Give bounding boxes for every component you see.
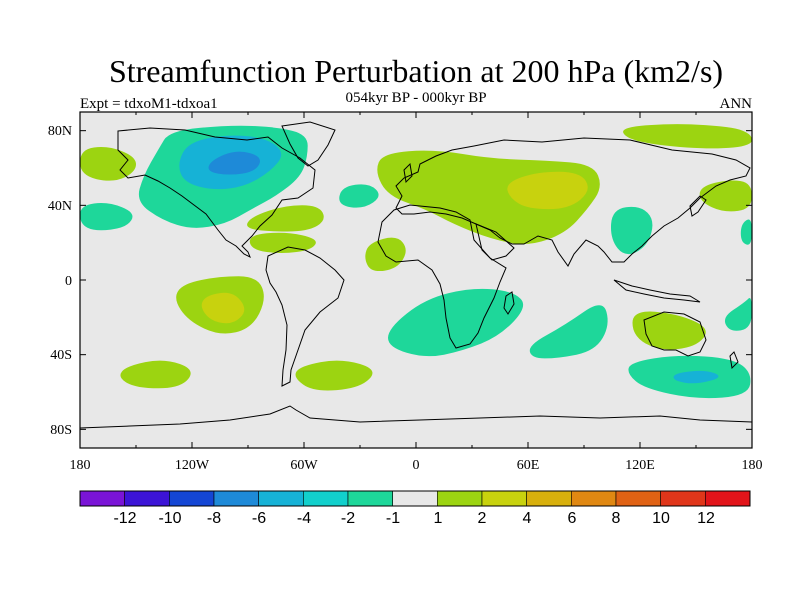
subtitle-left: Expt = tdxoM1-tdxoa1	[80, 96, 218, 112]
contour-arctic-positive-right	[623, 124, 752, 149]
contour-south-pacific-positive-core	[201, 292, 245, 324]
colorbar-label: -8	[207, 510, 221, 527]
y-tick-labels: 80N 40N 0 40S 80S	[48, 124, 72, 438]
x-tick-label: 60E	[517, 458, 540, 473]
colorbar-label: -1	[386, 510, 400, 527]
contour-gulf-positive	[247, 205, 324, 232]
colorbar-label: 2	[478, 510, 487, 527]
indonesia-outline	[613, 279, 701, 303]
colorbar-label: 12	[697, 510, 715, 527]
contour-east-pacific-negative	[724, 297, 752, 331]
arabia-outline	[475, 223, 515, 261]
contour-southern-ocean-left-positive	[120, 360, 191, 389]
colorbar-box	[213, 490, 259, 507]
x-tick-labels: 180 120W 60W 0 60E 120E 180	[70, 458, 763, 473]
colorbar-box	[660, 490, 706, 507]
colorbar-label: -2	[341, 510, 355, 527]
colorbar-box	[705, 490, 751, 507]
colorbar-label: 8	[612, 510, 621, 527]
greenland-outline	[281, 121, 336, 167]
antarctica-outline	[79, 405, 753, 429]
map-frame	[79, 111, 753, 449]
contour-indian-ocean-negative	[529, 305, 608, 359]
y-tick-label: 40S	[50, 348, 72, 363]
colorbar-box	[571, 490, 617, 507]
colorbar-boxes	[79, 490, 751, 507]
contour-caribbean-positive	[249, 232, 316, 253]
colorbar-box	[303, 490, 349, 507]
contour-north-atlantic-negative	[339, 184, 379, 208]
colorbar-label: -10	[158, 510, 181, 527]
colorbar-label: -4	[297, 510, 311, 527]
colorbar-box	[481, 490, 527, 507]
chart-title: Streamfunction Perturbation at 200 hPa (…	[109, 53, 723, 89]
colorbar-box	[437, 490, 483, 507]
colorbar-frame	[79, 490, 751, 507]
australia-outline	[643, 311, 707, 357]
x-tick-label: 180	[70, 458, 91, 473]
contour-eurasia-positive-core	[507, 171, 588, 210]
colorbar: -12 -10 -8 -6 -4 -2 -1 1 2 4 6 8 10 12	[79, 490, 751, 527]
x-tick-label: 120W	[175, 458, 210, 473]
colorbar-box	[258, 490, 304, 507]
japan-outline	[689, 195, 707, 217]
new-zealand-outline	[729, 351, 739, 370]
uk-outline	[403, 162, 413, 184]
x-tick-label: 0	[413, 458, 420, 473]
x-tick-label: 60W	[290, 458, 318, 473]
colorbar-label: 4	[523, 510, 532, 527]
eurasia-outline	[395, 137, 751, 267]
continent-outlines	[79, 121, 753, 429]
contour-west-pacific-negative	[610, 206, 653, 255]
y-tick-label: 40N	[48, 199, 72, 214]
colorbar-labels: -12 -10 -8 -6 -4 -2 -1 1 2 4 6 8 10 12	[113, 510, 715, 527]
colorbar-box	[526, 490, 572, 507]
colorbar-box	[79, 490, 125, 507]
africa-outline	[377, 204, 507, 349]
map-panel	[79, 111, 753, 449]
north-america-outline	[117, 127, 316, 259]
y-tick-label: 0	[65, 274, 72, 289]
contour-south-atlantic-africa-negative	[388, 288, 524, 357]
colorbar-box	[392, 490, 438, 507]
contour-north-america-negative-inner	[208, 151, 261, 175]
contour-west-pacific-negative-right	[740, 219, 752, 245]
colorbar-label: -6	[252, 510, 266, 527]
colorbar-label: 10	[652, 510, 670, 527]
y-tick-label: 80N	[48, 124, 72, 139]
subtitle-right: ANN	[720, 96, 753, 112]
x-tick-label: 180	[742, 458, 763, 473]
subtitle-center: 054kyr BP - 000kyr BP	[345, 90, 486, 106]
colorbar-box	[615, 490, 661, 507]
contour-australia-positive	[632, 311, 706, 350]
colorbar-label: 6	[568, 510, 577, 527]
madagascar-outline	[503, 291, 515, 315]
contour-southern-ocean-right-core	[673, 370, 719, 384]
colorbar-box	[169, 490, 215, 507]
south-america-outline	[265, 246, 345, 387]
y-tick-label: 80S	[50, 423, 72, 438]
contour-north-pacific-west-negative	[80, 203, 133, 231]
x-tick-label: 120E	[625, 458, 655, 473]
colorbar-box	[347, 490, 393, 507]
contour-southern-ocean-mid-positive	[295, 360, 373, 391]
colorbar-box	[124, 490, 170, 507]
colorbar-label: 1	[434, 510, 443, 527]
colorbar-label: -12	[113, 510, 136, 527]
